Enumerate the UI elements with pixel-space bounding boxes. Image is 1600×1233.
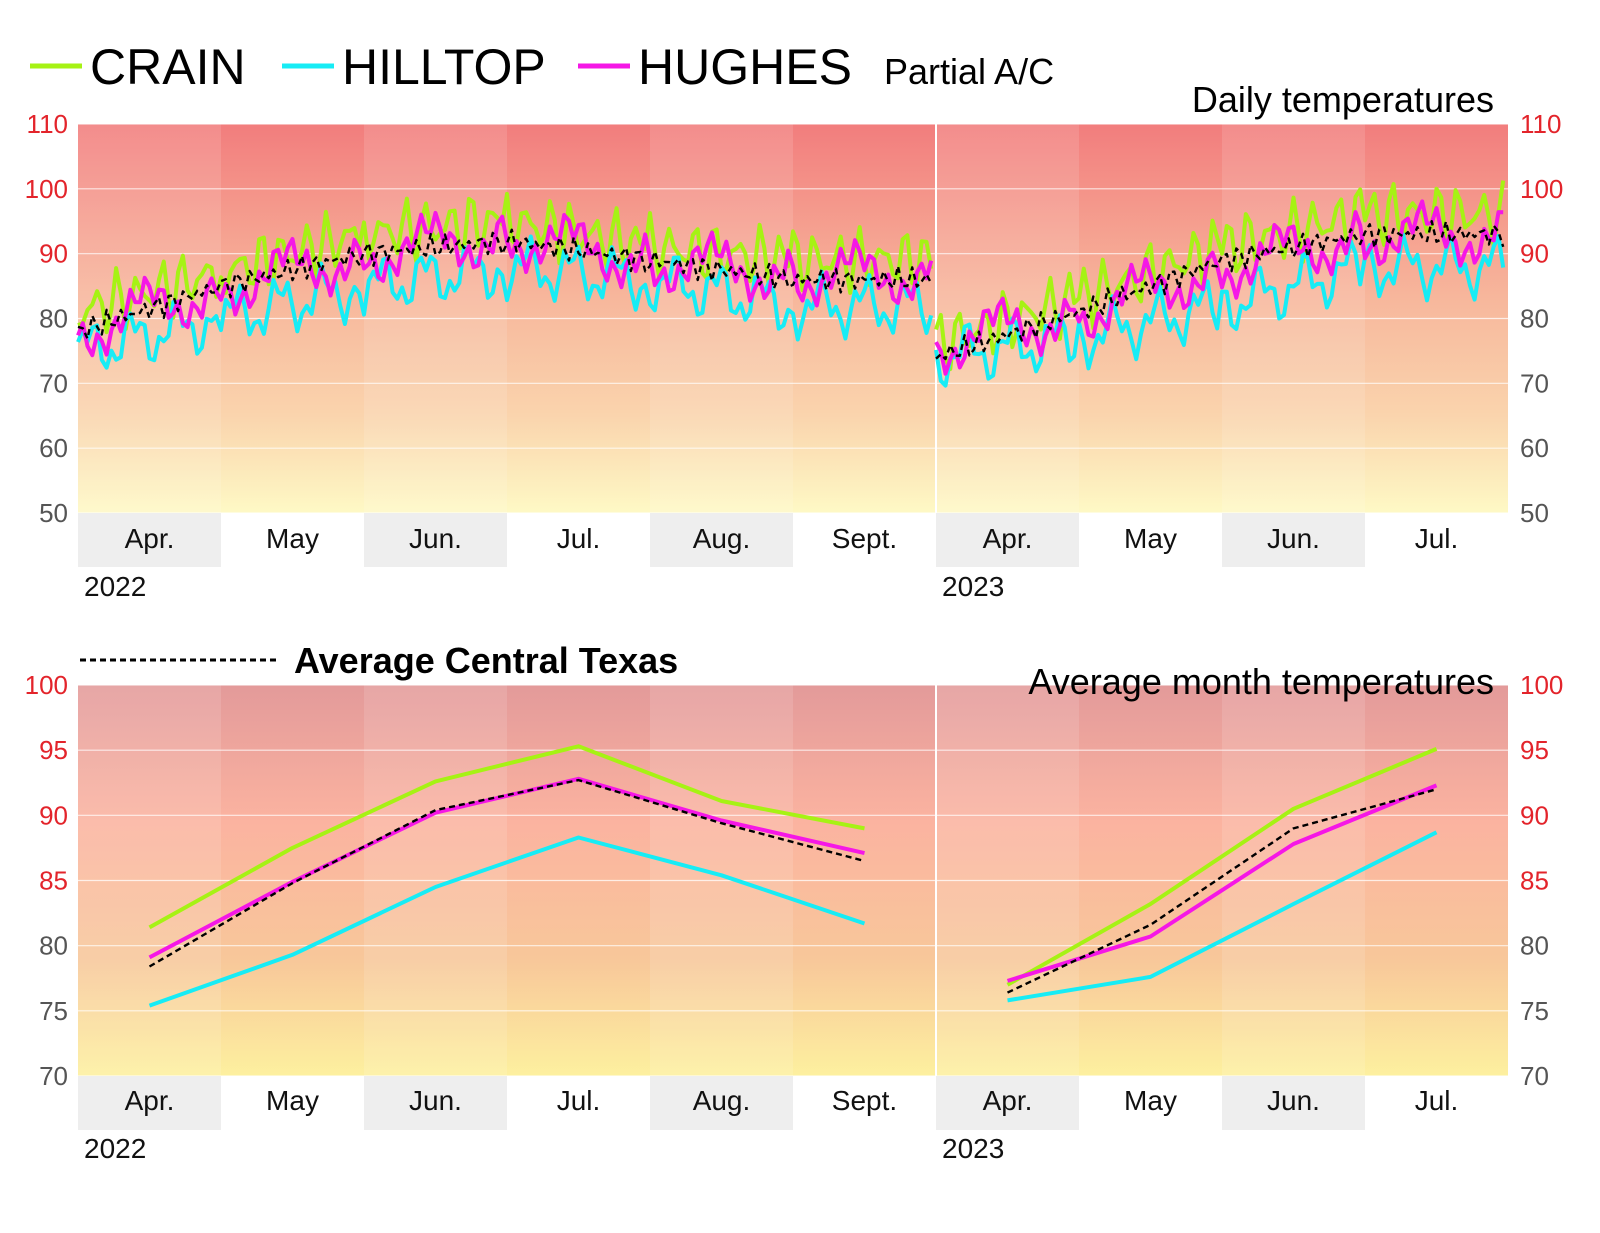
month-band (78, 513, 221, 567)
x-tick-label: Jun. (1267, 523, 1320, 554)
legend-label-hughes: HUGHES (638, 39, 852, 95)
y-tick-right: 100 (1520, 670, 1563, 700)
x-tick-label: Jun. (409, 523, 462, 554)
legend: CRAIN HILLTOP HUGHES Partial A/C (30, 39, 1054, 95)
y-tick-right: 80 (1520, 304, 1549, 334)
average-legend-label: Average Central Texas (294, 640, 678, 681)
x-tick-label: Apr. (983, 1085, 1033, 1116)
legend-note-partial-ac: Partial A/C (884, 51, 1054, 92)
monthly-chart-title: Average month temperatures (1028, 661, 1494, 702)
month-band (650, 1076, 793, 1130)
y-tick-right: 110 (1520, 109, 1561, 139)
y-tick-right: 60 (1520, 433, 1549, 463)
series-line-average-central-texas-2023 (935, 219, 1505, 361)
x-tick-label: Sept. (832, 523, 897, 554)
y-tick-right: 85 (1520, 866, 1549, 896)
legend-label-crain: CRAIN (90, 39, 246, 95)
x-tick-label: Jul. (1415, 1085, 1459, 1116)
y-tick-right: 90 (1520, 239, 1549, 269)
x-tick-label: Jun. (409, 1085, 462, 1116)
year-label-2023: 2023 (942, 571, 1004, 602)
series-line-crain-2022 (77, 191, 934, 335)
y-tick-left: 80 (39, 304, 68, 334)
series-line-hughes-2022 (76, 210, 934, 358)
series-line-hilltop-2023 (934, 230, 1506, 388)
x-tick-label: May (266, 1085, 319, 1116)
month-band (78, 1076, 221, 1130)
y-tick-left: 85 (39, 866, 68, 896)
average-legend: Average Central Texas (80, 640, 678, 681)
daily-chart-title: Daily temperatures (1192, 79, 1494, 120)
series-line-average-central-texas-2022 (77, 228, 933, 340)
series-line-hughes-2023 (1006, 783, 1438, 983)
y-tick-right: 70 (1520, 368, 1549, 398)
series-line-hughes-2022 (148, 776, 865, 960)
y-tick-left: 100 (25, 670, 68, 700)
x-tick-label: Jun. (1267, 1085, 1320, 1116)
year-label-2022: 2022 (84, 1133, 146, 1164)
y-tick-right: 100 (1520, 174, 1563, 204)
x-tick-label: Aug. (693, 523, 751, 554)
x-tick-label: Apr. (125, 1085, 175, 1116)
y-tick-right: 95 (1520, 735, 1549, 765)
legend-label-hilltop: HILLTOP (342, 39, 546, 95)
year-label-2022: 2022 (84, 571, 146, 602)
daily-temperatures-chart: 50 50 60 60 70 70 80 80 90 90 100 100 110 110 Apr. May J… (25, 79, 1564, 602)
y-tick-left: 70 (39, 368, 68, 398)
series-line-average-central-texas-2023 (1006, 788, 1437, 994)
y-tick-left: 110 (27, 109, 68, 139)
x-tick-label: Apr. (983, 523, 1033, 554)
x-tick-label: Sept. (832, 1085, 897, 1116)
month-band (364, 513, 507, 567)
month-band (936, 513, 1079, 567)
y-tick-left: 100 (25, 174, 68, 204)
x-tick-label: May (266, 523, 319, 554)
y-tick-right: 80 (1520, 931, 1549, 961)
y-tick-left: 90 (39, 239, 68, 269)
y-tick-left: 90 (39, 800, 68, 830)
y-tick-left: 95 (39, 735, 68, 765)
y-tick-right: 75 (1520, 996, 1549, 1026)
x-tick-label: May (1124, 1085, 1177, 1116)
series-line-hilltop-2022 (148, 835, 866, 1008)
month-band (936, 1076, 1079, 1130)
y-tick-right: 50 (1520, 498, 1549, 528)
x-tick-label: Jul. (557, 1085, 601, 1116)
y-tick-left: 75 (39, 996, 68, 1026)
month-band (650, 513, 793, 567)
x-tick-label: Apr. (125, 523, 175, 554)
month-band (1222, 513, 1365, 567)
y-tick-left: 60 (39, 433, 68, 463)
monthly-average-chart: 70 70 75 75 80 80 85 85 90 90 95 95 100 100 Apr. May Jun… (25, 661, 1564, 1164)
month-band (1222, 1076, 1365, 1130)
x-tick-label: May (1124, 523, 1177, 554)
x-tick-label: Aug. (693, 1085, 751, 1116)
x-tick-label: Jul. (1415, 523, 1459, 554)
series-line-hilltop-2023 (1007, 830, 1438, 1003)
y-tick-right: 70 (1520, 1061, 1549, 1091)
y-tick-left: 80 (39, 931, 68, 961)
y-tick-right: 90 (1520, 800, 1549, 830)
series-line-hilltop-2022 (76, 234, 934, 370)
series-line-crain-2023 (934, 180, 1506, 372)
month-band (364, 1076, 507, 1130)
y-tick-left: 50 (39, 498, 68, 528)
series-line-crain-2022 (148, 744, 865, 930)
year-label-2023: 2023 (942, 1133, 1004, 1164)
series-line-hughes-2023 (934, 199, 1504, 376)
series-line-crain-2023 (1006, 747, 1438, 987)
x-tick-label: Jul. (557, 523, 601, 554)
y-tick-left: 70 (39, 1061, 68, 1091)
